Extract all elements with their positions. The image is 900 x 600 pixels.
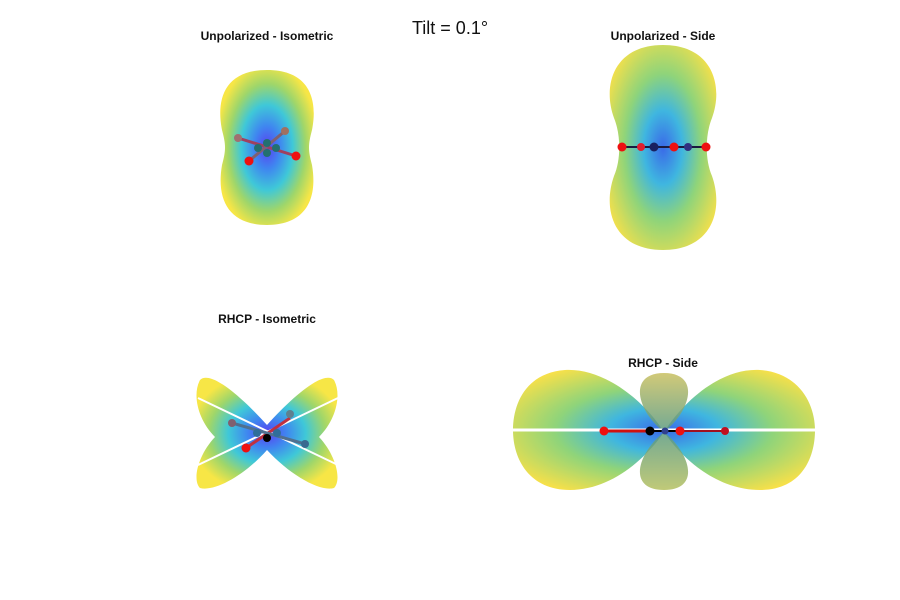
figure-title: Tilt = 0.1°: [412, 18, 488, 38]
radiation-pattern: [513, 369, 815, 490]
panel-title: Unpolarized - Side: [611, 29, 716, 43]
molecule: [234, 127, 301, 166]
molecule: [617, 142, 711, 152]
panel-title: RHCP - Side: [628, 356, 698, 370]
panel-title: Unpolarized - Isometric: [201, 29, 334, 43]
molecule: [599, 426, 729, 436]
molecule: [228, 410, 309, 453]
panel-title: RHCP - Isometric: [218, 312, 316, 326]
